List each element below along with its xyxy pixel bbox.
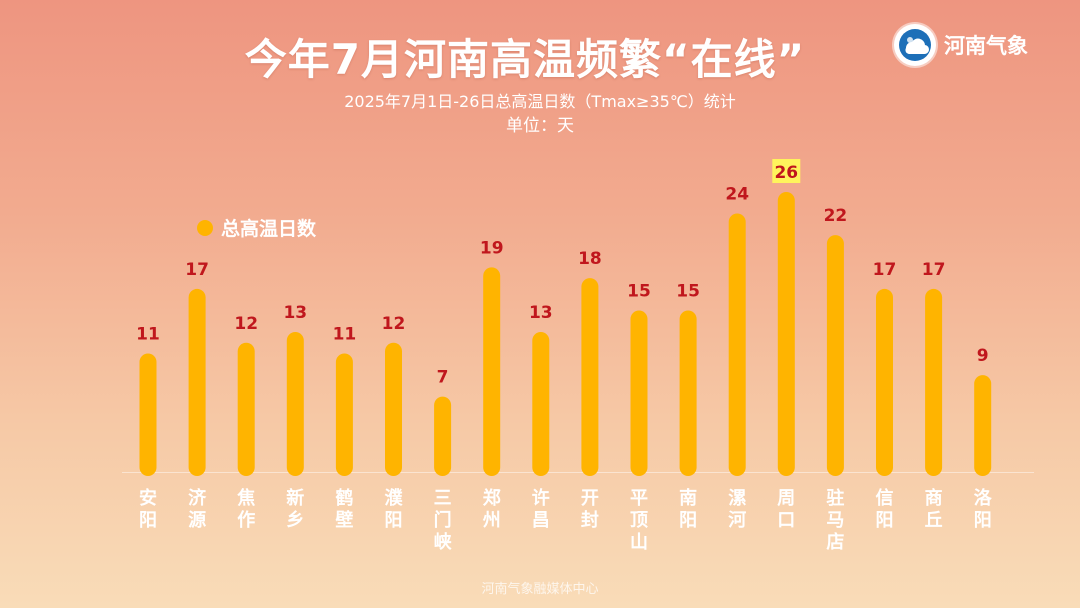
- category-label: 濮阳: [385, 487, 404, 531]
- value-label: 11: [136, 325, 160, 345]
- category-label: 信阳: [876, 487, 894, 531]
- bar-漯河: [728, 213, 746, 477]
- category-label: 安阳: [139, 487, 157, 531]
- bar-鹤壁: [335, 353, 353, 476]
- bar-洛阳: [974, 375, 992, 476]
- category-label: 周口: [777, 488, 795, 531]
- value-label: 19: [480, 238, 504, 258]
- category-label: 三门峡: [434, 488, 453, 553]
- value-label: 18: [578, 249, 602, 269]
- value-label: 7: [437, 368, 449, 388]
- legend-label: 总高温日数: [221, 218, 317, 240]
- value-label: 9: [977, 346, 989, 366]
- category-label: 许昌: [532, 487, 550, 531]
- value-label: 17: [185, 260, 209, 280]
- value-label: 26: [774, 163, 798, 183]
- value-label: 24: [725, 185, 749, 205]
- bar-周口: [777, 192, 795, 476]
- bar-郑州: [483, 267, 501, 476]
- bar-濮阳: [385, 342, 402, 476]
- category-label: 洛阳: [974, 487, 993, 531]
- bar-驻马店: [826, 235, 844, 476]
- value-label: 17: [873, 260, 897, 280]
- bar-焦作: [237, 342, 255, 476]
- category-label: 平顶山: [630, 488, 648, 553]
- category-label: 郑州: [482, 487, 501, 531]
- category-label: 驻马店: [826, 487, 844, 553]
- bar-安阳: [139, 353, 157, 476]
- category-label: 焦作: [236, 487, 255, 531]
- value-label: 12: [382, 314, 406, 334]
- legend: 总高温日数: [197, 214, 316, 241]
- value-label: 13: [529, 303, 553, 323]
- category-label: 漯河: [728, 488, 746, 531]
- category-label: 济源: [188, 487, 207, 531]
- category-label: 新乡: [286, 487, 304, 531]
- brand-logo: 河南气象: [894, 22, 1028, 68]
- bar-许昌: [532, 332, 550, 476]
- value-label: 12: [234, 314, 258, 334]
- bar-平顶山: [630, 310, 648, 476]
- value-label: 13: [283, 303, 307, 323]
- weather-logo-icon: [894, 24, 936, 66]
- bar-商丘: [925, 288, 943, 476]
- value-label: 22: [824, 206, 848, 226]
- logo-text: 河南气象: [944, 34, 1028, 58]
- value-label: 11: [333, 325, 357, 345]
- value-highlight: [772, 159, 801, 183]
- legend-swatch: [197, 219, 213, 236]
- category-label: 南阳: [679, 487, 697, 531]
- value-label: 17: [922, 260, 946, 280]
- bar-济源: [188, 288, 206, 476]
- chart-title: 今年7月河南高温频繁“在线”: [244, 35, 806, 84]
- category-label: 商丘: [925, 487, 943, 531]
- bar-新乡: [286, 332, 304, 476]
- bar-信阳: [876, 288, 893, 476]
- bar-三门峡: [434, 396, 452, 476]
- chart-subtitle: 2025年7月1日-26日总高温日数（Tmax≥35℃）统计: [344, 92, 736, 111]
- bar-开封: [581, 278, 599, 476]
- unit-label: 单位：天: [506, 116, 574, 136]
- value-label: 15: [627, 281, 651, 301]
- category-label: 开封: [581, 488, 599, 531]
- value-label: 15: [676, 281, 700, 301]
- footer-credit: 河南气象融媒体中心: [481, 582, 599, 597]
- bar-南阳: [679, 310, 697, 476]
- category-label: 鹤壁: [335, 487, 353, 531]
